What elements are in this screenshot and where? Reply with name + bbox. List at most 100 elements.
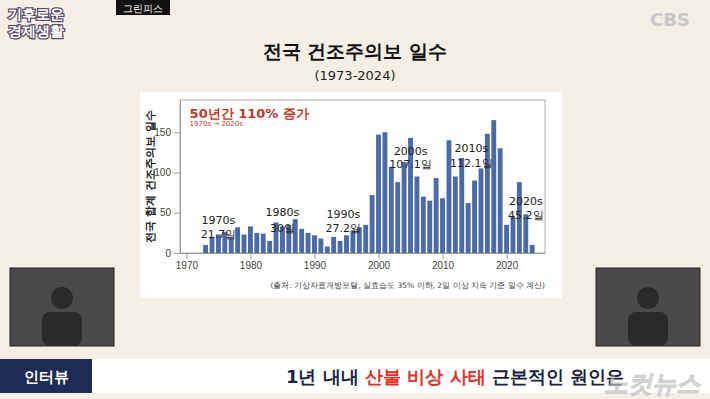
y-tick: 150 — [154, 127, 180, 138]
annotation: 1970s → 2020s — [190, 120, 244, 128]
x-tick: 1990 — [304, 253, 327, 271]
x-tick: 2000 — [368, 253, 391, 271]
bar — [312, 235, 317, 253]
x-tick-label: 1990 — [304, 260, 327, 271]
webcam — [10, 268, 114, 346]
bar — [203, 245, 208, 253]
annotation: 2020s — [509, 195, 543, 208]
annotation: 50년간 110% 증가 — [190, 106, 309, 121]
y-tick-mark — [174, 172, 180, 173]
bar — [479, 168, 484, 253]
y-tick-label: 0 — [165, 248, 171, 259]
bar — [389, 167, 394, 253]
bar — [363, 225, 368, 253]
y-tick: 50 — [160, 207, 180, 218]
bar — [459, 158, 464, 253]
annotation: 21.7일 — [201, 228, 237, 241]
annotation: 2000s — [394, 145, 428, 158]
bar — [427, 201, 432, 253]
y-tick-label: 50 — [160, 207, 172, 218]
bar — [344, 235, 349, 253]
bar — [382, 132, 387, 253]
x-tick-mark — [379, 253, 380, 259]
chart-subtitle: (1973-2024) — [314, 68, 395, 83]
person-head — [637, 287, 659, 309]
bar — [261, 234, 266, 253]
bar — [421, 197, 426, 253]
webcam — [596, 268, 700, 346]
x-tick-mark — [314, 253, 315, 259]
bar — [325, 247, 330, 253]
x-tick: 2020 — [496, 253, 519, 271]
person-body — [42, 312, 82, 346]
bar — [504, 225, 509, 253]
annotation: 1990s — [326, 208, 360, 221]
banner-label: 인터뷰 — [24, 368, 69, 386]
x-tick-label: 1980 — [240, 260, 263, 271]
bars — [203, 120, 534, 253]
y-axis: 0 50 100 150 — [154, 101, 180, 259]
x-tick: 2010 — [432, 253, 455, 271]
headline-part: 산불 비상 사태 — [365, 366, 486, 387]
x-axis-line — [181, 253, 546, 254]
bar — [530, 245, 535, 253]
annotation: 27.2일 — [326, 222, 362, 235]
channel: CBS — [650, 9, 690, 30]
person-body — [628, 312, 668, 346]
x-tick-mark — [443, 253, 444, 259]
y-tick: 100 — [154, 167, 180, 178]
x-tick: 1970 — [176, 253, 199, 271]
annotation: 2010s — [454, 142, 488, 155]
show-logo: 기후로운경제생활 — [8, 6, 64, 39]
x-tick: 1980 — [240, 253, 263, 271]
y-tick-mark — [174, 132, 180, 133]
x-tick-mark — [186, 253, 187, 259]
banner-label-box — [0, 359, 92, 393]
bar — [434, 178, 439, 253]
x-axis: 1970 1980 1990 2000 2010 2020 — [176, 253, 546, 271]
annotation: 112.1일 — [450, 157, 493, 170]
bar — [318, 239, 323, 253]
annotation: 45.2일 — [508, 209, 544, 222]
annotations: 50년간 110% 증가1970s → 2020s1970s21.7일1980s… — [190, 106, 544, 241]
background — [0, 0, 710, 399]
x-tick-mark — [507, 253, 508, 259]
y-axis-line — [180, 101, 181, 254]
bar — [440, 198, 445, 253]
logo-text: 경제생활 — [8, 23, 64, 39]
x-tick-label: 2000 — [368, 260, 391, 271]
bar — [395, 182, 400, 253]
source-note: (출처: 기상자료개방포털, 실효습도 35% 이하, 2일 이상 지속 기준 … — [271, 281, 546, 290]
headline-part: 1년 내내 — [286, 366, 365, 387]
bar — [242, 234, 247, 253]
bar — [414, 177, 419, 254]
x-tick-label: 1970 — [176, 260, 199, 271]
annotation: 107.1일 — [389, 158, 432, 171]
tag-box — [116, 0, 170, 15]
logo-text: 기후로운 — [8, 6, 64, 22]
tag-text: 그린피스 — [123, 3, 163, 14]
bar — [511, 217, 516, 253]
y-tick-mark — [174, 253, 180, 254]
bar — [299, 229, 304, 253]
x-tick-label: 2010 — [432, 260, 455, 271]
annotation: 1970s — [202, 214, 236, 227]
annotation: 30일 — [270, 222, 295, 235]
screen: 기후로운경제생활 그린피스 CBS 전국 건조주의보 일수 (1973-2024) 197… — [0, 0, 710, 399]
x-tick-label: 2020 — [496, 260, 519, 271]
bar — [491, 120, 496, 253]
bar — [254, 233, 259, 253]
bar — [472, 181, 477, 253]
bar — [453, 177, 458, 254]
headline: 1년 내내 산불 비상 사태 근본적인 원인은 — [286, 366, 624, 387]
bar — [267, 241, 272, 253]
bar — [248, 226, 253, 253]
y-tick: 0 — [165, 248, 180, 259]
bar — [338, 241, 343, 253]
bar — [466, 203, 471, 253]
bar — [402, 162, 407, 253]
chart-panel — [140, 92, 562, 298]
chart-title: 전국 건조주의보 일수 — [263, 40, 447, 62]
bar — [498, 148, 503, 253]
bar — [370, 195, 375, 253]
